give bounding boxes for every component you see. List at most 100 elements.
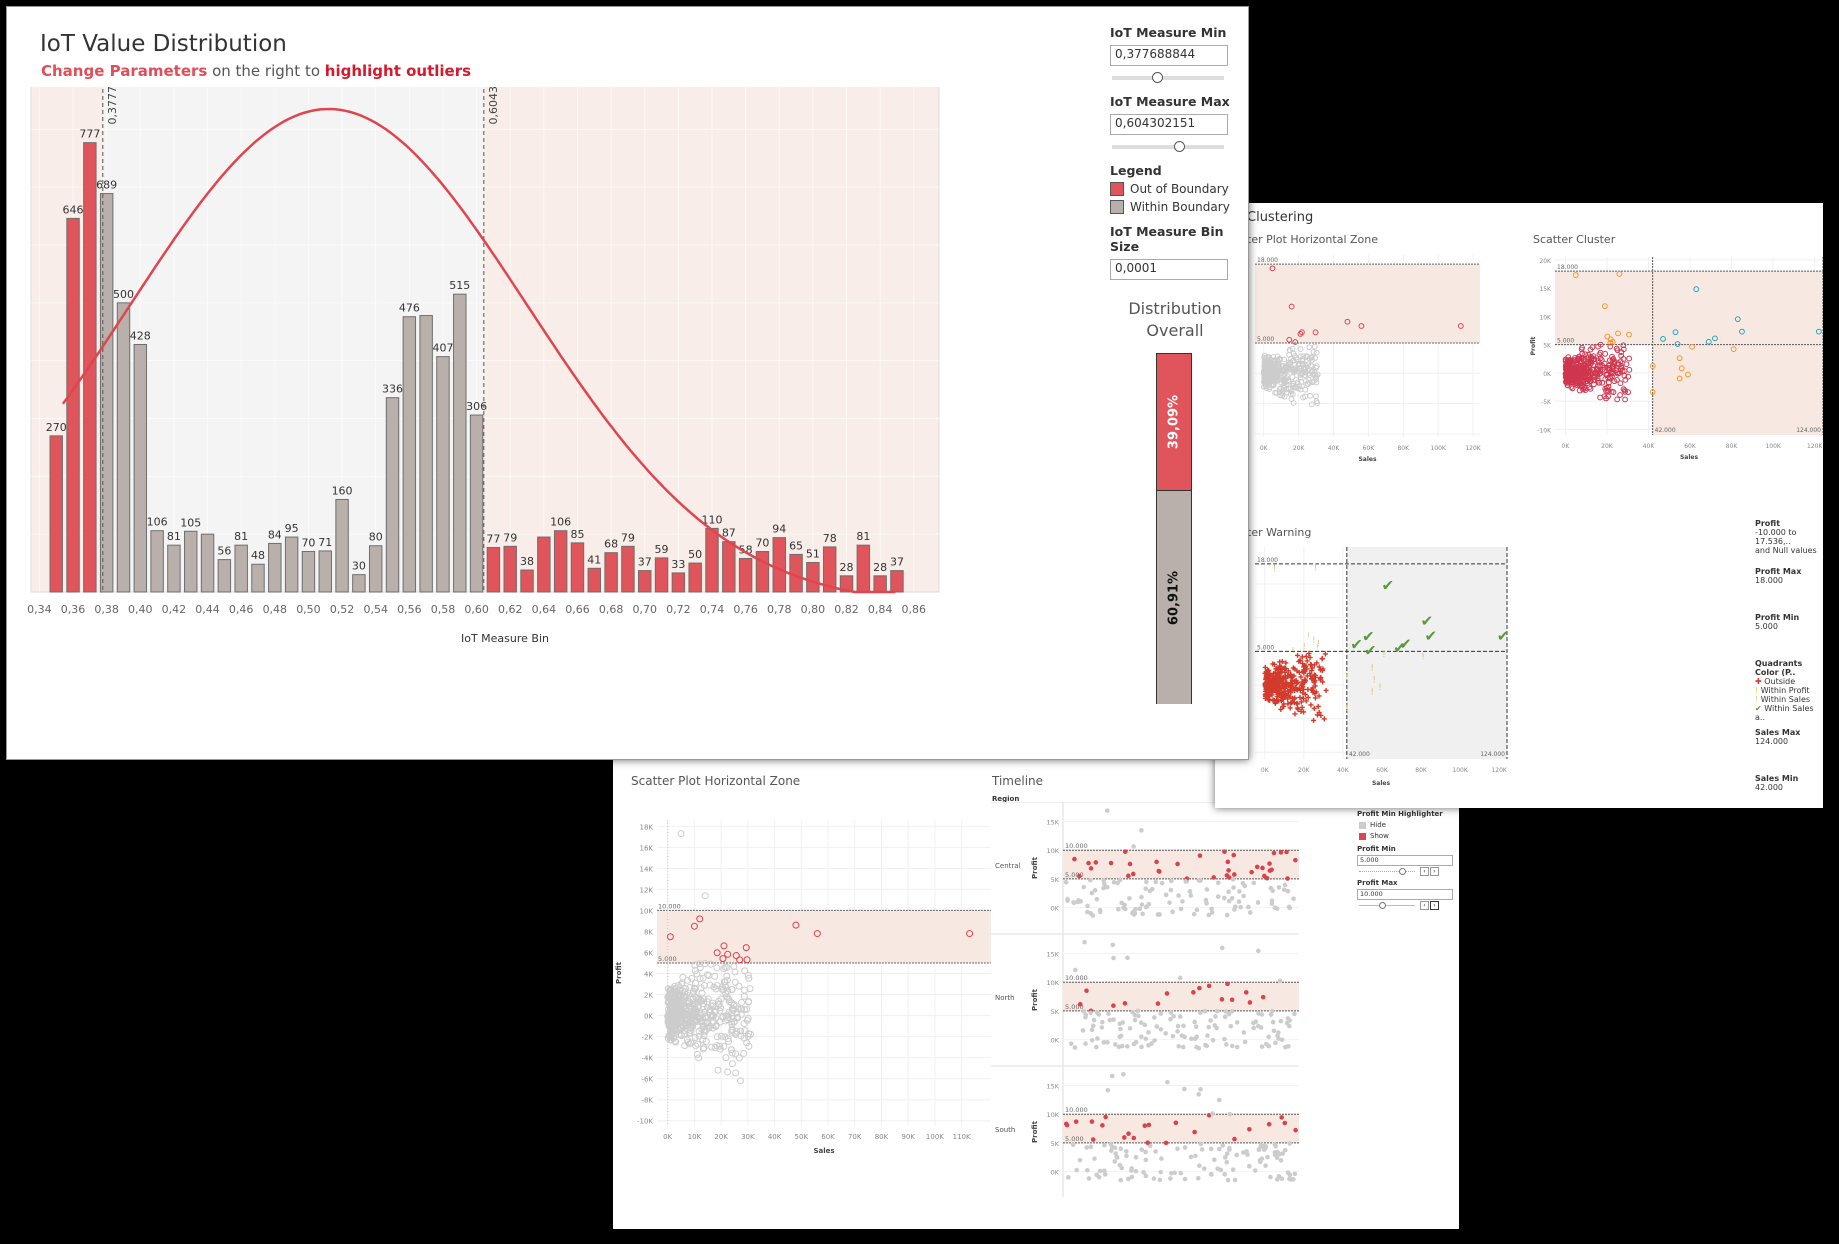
histogram-bar[interactable] (268, 542, 282, 593)
slider-knob[interactable] (1379, 902, 1386, 909)
histogram-bar[interactable] (453, 293, 467, 593)
histogram-bar[interactable] (402, 316, 417, 593)
histogram-bar[interactable] (553, 530, 568, 593)
histogram-bar[interactable] (755, 551, 770, 593)
svg-text:✚: ✚ (1319, 667, 1325, 675)
bin-size-input[interactable]: 0,0001 (1110, 259, 1228, 280)
histogram-bar[interactable] (352, 574, 366, 593)
histogram-bar[interactable] (604, 552, 618, 593)
profit-max-input[interactable]: 10.000 (1357, 889, 1453, 900)
svg-text:✚: ✚ (1264, 678, 1270, 686)
histogram-bar[interactable] (654, 557, 669, 593)
histogram-bar[interactable] (436, 356, 450, 593)
histogram-bar[interactable] (49, 435, 63, 593)
scatter-zone-chart[interactable]: 0K 20K 40K 60K 80K 100K 120K 18.000 5.000 Sales (1245, 247, 1485, 472)
histogram-bar[interactable] (234, 544, 248, 593)
histogram-bar[interactable] (116, 302, 131, 593)
histogram-bar[interactable] (368, 545, 383, 593)
histogram-bar[interactable] (856, 544, 871, 593)
histogram-bar[interactable] (822, 546, 837, 593)
histogram-bar[interactable] (503, 545, 517, 593)
max-param-slider[interactable] (1112, 141, 1224, 152)
histogram-bar[interactable] (520, 569, 534, 593)
out-of-boundary-segment[interactable]: 39,09% (1157, 354, 1191, 491)
svg-text:✚: ✚ (1285, 688, 1291, 696)
histogram-bar[interactable] (217, 559, 232, 593)
max-param-input[interactable]: 0,604302151 (1110, 114, 1228, 135)
histogram-bar[interactable] (301, 551, 316, 593)
increment-button[interactable]: › (1430, 901, 1439, 910)
slider-knob[interactable] (1399, 868, 1406, 875)
decrement-button[interactable]: ‹ (1420, 867, 1429, 876)
legend-out-of-boundary[interactable]: Out of Boundary (1110, 182, 1240, 196)
profit-filter-value[interactable]: -10.000 to 17.536,.. (1755, 528, 1797, 546)
histogram-bar[interactable] (688, 562, 702, 593)
histogram-bar[interactable] (66, 217, 80, 593)
sales-max-value[interactable]: 124.000 (1755, 737, 1789, 746)
profit-min-slider[interactable]: ‹ › (1357, 866, 1453, 876)
histogram-bar[interactable] (638, 570, 652, 593)
decrement-button[interactable]: ‹ (1420, 901, 1429, 910)
histogram-bar[interactable] (167, 544, 181, 593)
increment-button[interactable]: › (1430, 867, 1439, 876)
svg-text:✚: ✚ (1267, 670, 1273, 678)
svg-text:✚: ✚ (1287, 683, 1293, 691)
legend-within-boundary[interactable]: Within Boundary (1110, 200, 1240, 214)
within-pct-label: 60,91% (1166, 570, 1182, 625)
within-boundary-segment[interactable]: 60,91% (1157, 491, 1191, 704)
histogram-bar[interactable] (150, 530, 164, 593)
histogram-bar[interactable] (671, 572, 686, 593)
histogram-bar[interactable] (200, 533, 215, 593)
histogram-bar[interactable] (419, 315, 433, 593)
svg-text:79: 79 (621, 531, 635, 544)
scatter-cluster-chart[interactable]: 0K 20K 40K 60K 80K 100K 120K 20K 15K 10K 5K 0K -5K -1… (1527, 247, 1823, 472)
svg-text:✚: ✚ (1284, 679, 1290, 687)
min-param-slider[interactable] (1112, 72, 1224, 83)
svg-text:✚: ✚ (1263, 686, 1269, 694)
histogram-bar[interactable] (722, 541, 736, 593)
histogram-bar[interactable] (335, 498, 349, 593)
histogram-bar[interactable] (839, 575, 854, 593)
min-param-input[interactable]: 0,377688844 (1110, 45, 1228, 66)
profit-max-slider[interactable]: ‹ › (1357, 900, 1453, 910)
svg-text:✚: ✚ (1287, 686, 1293, 694)
timeline-chart[interactable]: Central Profit 15K 10K 5K 0K 10.000 5.000 North P… (991, 802, 1301, 1197)
highlighter-hide-option[interactable]: Hide (1357, 821, 1453, 829)
svg-text:5K: 5K (1051, 1008, 1060, 1016)
profit-min-input[interactable]: 5.000 (1357, 855, 1453, 866)
histogram-bar[interactable] (99, 193, 114, 593)
histogram-bar[interactable] (890, 570, 904, 593)
histogram-bar[interactable] (806, 562, 820, 593)
legend-outside: ✚ Outside (1755, 677, 1796, 686)
histogram-bar[interactable] (705, 527, 719, 593)
histogram-bar[interactable] (284, 536, 299, 593)
histogram-bar[interactable] (873, 575, 887, 593)
histogram-bar[interactable] (318, 550, 332, 593)
highlighter-show-option[interactable]: Show (1357, 832, 1453, 840)
scatter-warning-chart[interactable]: 0K 20K 40K 60K 80K 100K 120K 18.000 5.000 42.000 1… (1245, 541, 1515, 803)
profit-max-value[interactable]: 18.000 (1755, 576, 1783, 585)
slider-knob[interactable] (1174, 141, 1185, 152)
histogram-bar[interactable] (486, 546, 501, 593)
histogram-bar[interactable] (587, 567, 602, 593)
sales-min-value[interactable]: 42.000 (1755, 783, 1783, 792)
distribution-overall-bar[interactable]: 39,09% 60,91% (1156, 353, 1192, 704)
slider-knob[interactable] (1152, 72, 1163, 83)
histogram-bar[interactable] (772, 537, 786, 593)
svg-text:✚: ✚ (1282, 666, 1288, 674)
svg-text:✚: ✚ (1265, 689, 1271, 697)
histogram-bar[interactable] (184, 530, 198, 593)
histogram-bar[interactable] (537, 536, 551, 593)
scatter-horizontal-zone-chart[interactable]: 0K 10K 20K 30K 40K 50K 60K 70K 80K 90K 100K 110K 18K… (613, 790, 993, 1200)
histogram-bar[interactable] (469, 414, 484, 593)
histogram-bar[interactable] (385, 397, 400, 593)
histogram-bar[interactable] (570, 542, 585, 593)
svg-text:✚: ✚ (1269, 684, 1275, 692)
profit-min-value[interactable]: 5.000 (1755, 622, 1778, 631)
histogram-bar[interactable] (133, 343, 148, 593)
histogram-bar[interactable] (621, 545, 635, 593)
svg-text:Profit: Profit (1530, 336, 1537, 355)
histogram-bar[interactable] (251, 563, 265, 593)
histogram-bar[interactable] (738, 557, 753, 593)
